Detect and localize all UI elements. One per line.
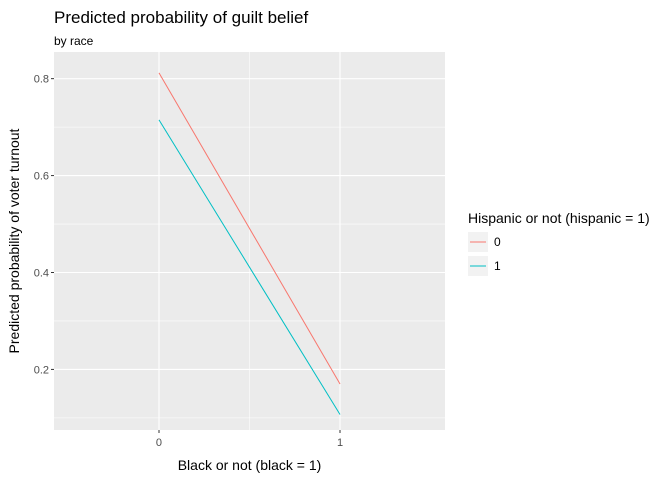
y-tick-label: 0.4 <box>34 268 49 280</box>
y-tick-label: 0.6 <box>34 171 49 183</box>
series-line-1 <box>158 119 341 415</box>
y-axis-ticks: 0.2 0.4 0.6 0.8 <box>34 74 54 376</box>
y-tick-label: 0.2 <box>34 364 49 376</box>
chart-subtitle: by race <box>54 34 94 48</box>
x-tick-label: 1 <box>337 437 343 449</box>
x-tick-label: 0 <box>156 437 162 449</box>
x-axis-label: Black or not (black = 1) <box>178 457 322 473</box>
chart-title: Predicted probability of guilt belief <box>54 8 308 27</box>
series-lines <box>158 72 341 415</box>
legend: Hispanic or not (hispanic = 1) 0 1 <box>468 210 650 276</box>
y-axis-label: Predicted probability of voter turnout <box>6 128 22 353</box>
legend-title: Hispanic or not (hispanic = 1) <box>468 210 650 226</box>
grid-lines <box>54 52 445 430</box>
legend-label: 1 <box>494 259 501 273</box>
legend-label: 0 <box>494 235 501 249</box>
series-line-0 <box>158 72 341 385</box>
y-tick-label: 0.8 <box>34 74 49 86</box>
